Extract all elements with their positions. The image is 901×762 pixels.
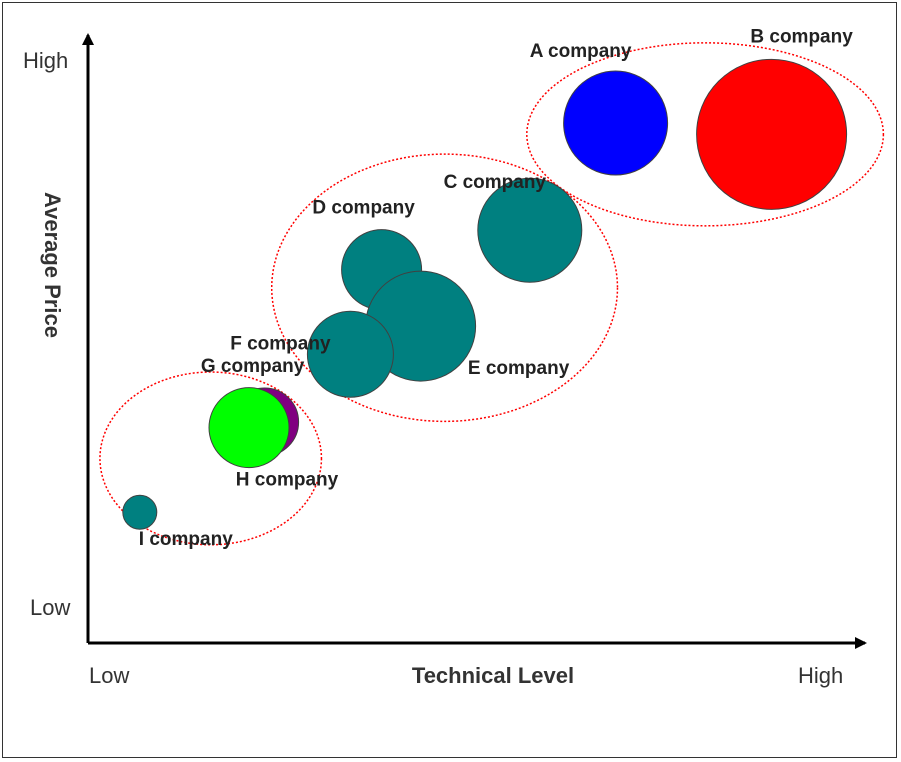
- group-ellipse-3: [99, 371, 323, 546]
- y-axis-title: Average Price: [40, 192, 65, 338]
- x-tick-low: Low: [89, 663, 129, 688]
- bubble-b-company: [696, 58, 848, 210]
- label-e-company: E company: [468, 358, 570, 379]
- bubble-c-company: [477, 177, 583, 283]
- y-tick-high: High: [23, 48, 68, 73]
- bubble-i-company: [122, 494, 158, 530]
- bubble-f-company: [306, 310, 394, 398]
- label-i-company: I company: [139, 529, 233, 550]
- x-axis-title: Technical Level: [412, 663, 574, 688]
- bubble-chart: A company B company C company D company E co…: [23, 26, 885, 688]
- label-c-company: C company: [444, 172, 547, 193]
- group-ellipse-2: [270, 153, 619, 423]
- label-f-company: F company: [230, 333, 331, 354]
- bubble-a-company: [563, 70, 669, 176]
- label-b-company: B company: [750, 26, 853, 47]
- label-h-company: H company: [236, 470, 339, 491]
- label-g-company: G company: [201, 356, 305, 377]
- bubble-h-company: [208, 387, 290, 469]
- group-ellipse-1: [526, 42, 885, 227]
- label-a-company: A company: [530, 41, 632, 62]
- label-d-company: D company: [312, 198, 415, 219]
- x-tick-high: High: [798, 663, 843, 688]
- y-tick-low: Low: [30, 595, 70, 620]
